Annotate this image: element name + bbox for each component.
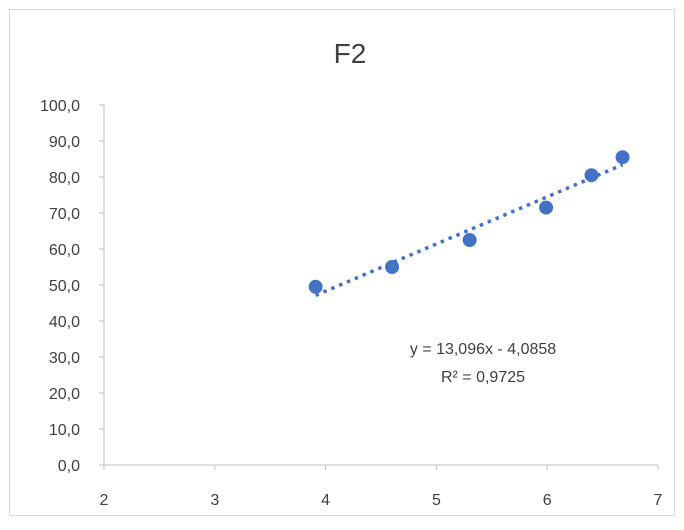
y-tick-label: 100,0 (40, 98, 80, 115)
data-points (308, 150, 630, 294)
x-tick-label: 6 (543, 492, 552, 509)
y-tick-label: 60,0 (49, 242, 80, 259)
trendline-r-squared: R² = 0,9725 (441, 369, 525, 386)
y-tick-label: 30,0 (49, 350, 80, 367)
data-point (615, 150, 630, 165)
data-point (539, 200, 554, 215)
trendline-equation: y = 13,096x - 4,0858 (410, 341, 556, 358)
data-point (308, 279, 323, 294)
x-axis-ticks: 2 3 4 5 6 7 (100, 465, 663, 509)
y-tick-label: 20,0 (49, 386, 80, 403)
data-point (385, 260, 400, 274)
y-tick-label: 90,0 (49, 134, 80, 151)
y-tick-label: 40,0 (49, 314, 80, 331)
y-tick-label: 0,0 (58, 458, 80, 475)
y-tick-label: 80,0 (49, 170, 80, 187)
chart-title: F2 (334, 38, 367, 69)
data-point (462, 233, 477, 247)
x-tick-label: 2 (100, 492, 109, 509)
y-tick-label: 10,0 (49, 422, 80, 439)
y-tick-label: 50,0 (49, 278, 80, 295)
y-axis-ticks: 0,0 10,0 20,0 30,0 40,0 50,0 60,0 70,0 80,0 90,0 1… (40, 98, 104, 475)
x-tick-label: 5 (432, 492, 441, 509)
x-tick-label: 3 (210, 492, 219, 509)
data-point (584, 168, 599, 183)
y-tick-label: 70,0 (49, 206, 80, 223)
x-tick-label: 7 (654, 492, 663, 509)
chart-border (9, 9, 675, 516)
x-tick-label: 4 (321, 492, 330, 509)
